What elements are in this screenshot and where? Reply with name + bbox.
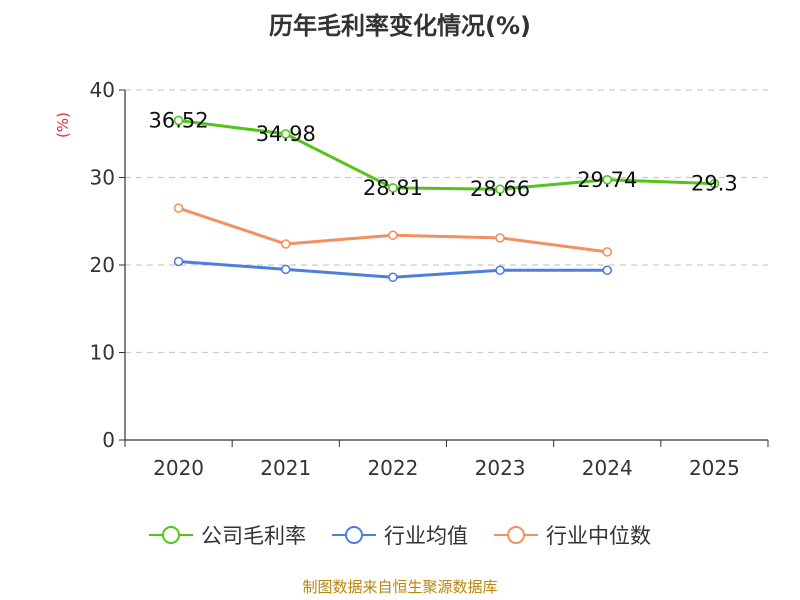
legend-item-company[interactable]: 公司毛利率 bbox=[149, 520, 306, 550]
legend-label-industry-median: 行业中位数 bbox=[546, 524, 651, 548]
legend-swatch-mean-icon bbox=[332, 526, 376, 544]
data-point-company bbox=[602, 174, 613, 185]
data-point-company bbox=[173, 115, 184, 126]
y-tick-label: 40 bbox=[90, 78, 115, 102]
data-label: 28.66 bbox=[470, 177, 530, 201]
x-tick-label: 2021 bbox=[260, 456, 311, 480]
data-label: 29.74 bbox=[577, 168, 637, 192]
x-tick-label: 2024 bbox=[582, 456, 633, 480]
x-tick-label: 2025 bbox=[689, 456, 740, 480]
chart-title: 历年毛利率变化情况(%) bbox=[269, 12, 531, 40]
x-tick-label: 2023 bbox=[475, 456, 526, 480]
data-point-company bbox=[709, 178, 720, 189]
data-label: 28.81 bbox=[363, 176, 423, 200]
data-label: 29.3 bbox=[691, 172, 738, 196]
data-point-industry-median bbox=[173, 203, 184, 213]
x-tick-label: 2020 bbox=[153, 456, 204, 480]
data-point-industry-median bbox=[495, 233, 505, 243]
legend-swatch-median-icon bbox=[494, 526, 538, 544]
data-point-industry-mean bbox=[388, 272, 398, 283]
y-tick-label: 20 bbox=[90, 253, 115, 277]
series-line-company bbox=[178, 118, 715, 191]
data-point-company bbox=[388, 183, 398, 193]
data-point-company bbox=[280, 129, 291, 139]
data-point-industry-mean bbox=[173, 256, 184, 267]
data-point-industry-median bbox=[280, 239, 291, 249]
legend-swatch-company-icon bbox=[149, 526, 193, 544]
x-tick-label: 2022 bbox=[367, 456, 418, 480]
y-axis-label: (%) bbox=[54, 112, 72, 138]
y-tick-label: 30 bbox=[90, 166, 115, 190]
data-point-industry-mean bbox=[280, 264, 291, 275]
legend-label-company: 公司毛利率 bbox=[201, 524, 306, 548]
source-note: 制图数据来自恒生聚源数据库 bbox=[302, 578, 498, 596]
data-point-company bbox=[495, 184, 505, 195]
legend-label-industry-mean: 行业均值 bbox=[384, 524, 468, 548]
legend-item-industry-median[interactable]: 行业中位数 bbox=[494, 520, 651, 550]
y-tick-label: 10 bbox=[90, 341, 115, 365]
legend: 公司毛利率 行业均值 行业中位数 bbox=[0, 520, 800, 550]
legend-item-industry-mean[interactable]: 行业均值 bbox=[332, 520, 468, 550]
data-point-industry-median bbox=[602, 247, 613, 257]
y-tick-label: 0 bbox=[102, 428, 115, 452]
data-point-industry-mean bbox=[495, 265, 505, 276]
series-line-industry-median bbox=[178, 206, 608, 254]
data-label: 34.98 bbox=[256, 122, 316, 146]
data-label: 36.52 bbox=[149, 108, 209, 132]
data-point-industry-mean bbox=[602, 265, 613, 276]
data-point-industry-median bbox=[388, 230, 398, 241]
